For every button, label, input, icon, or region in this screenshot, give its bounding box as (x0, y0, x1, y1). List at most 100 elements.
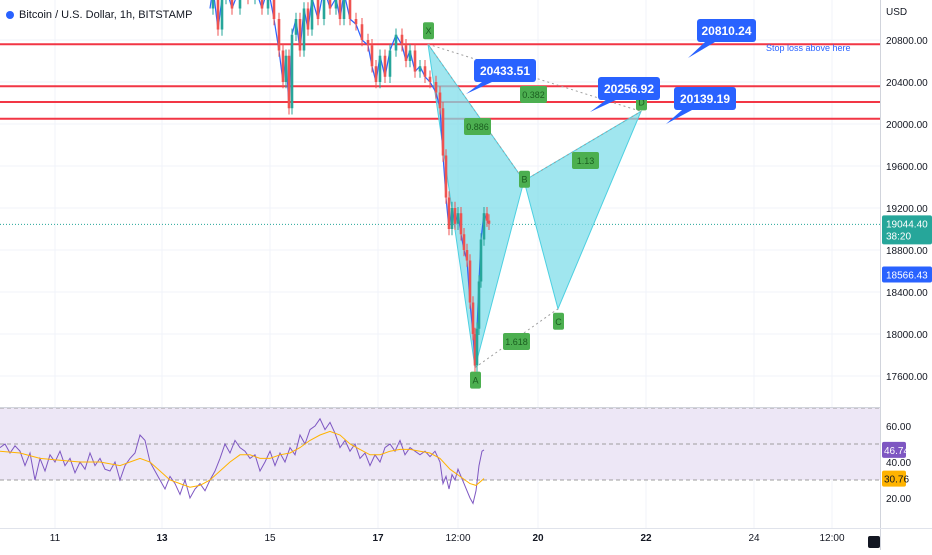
callout-tail (666, 110, 692, 124)
candle-body (450, 208, 454, 229)
candle-body (354, 19, 358, 25)
price-callouts: 20810.24 20433.51 20256.92 20139.19 Stop los… (466, 19, 851, 124)
candle-body (316, 0, 320, 19)
ratio-label: 0.886 (466, 122, 489, 132)
rsi-tick-label: 40.00 (886, 458, 911, 469)
time-axis: 11 13 15 17 12:00 20 22 24 12:00 (50, 533, 845, 544)
time-tick-label: 24 (748, 533, 760, 544)
ratio-box (572, 152, 599, 169)
time-tick-label: 11 (50, 533, 61, 544)
time-tick-label: 20 (532, 533, 544, 544)
candle-body (342, 0, 346, 19)
candle-body (334, 0, 338, 9)
candle-body (473, 334, 477, 366)
callout-label: 20256.92 (604, 82, 654, 96)
time-tick-label: 22 (640, 533, 652, 544)
candle-body (328, 0, 332, 9)
pattern-triangle-bcd (523, 110, 643, 311)
candle-body (388, 50, 392, 77)
candle-body (290, 34, 294, 109)
candle-body (400, 34, 404, 46)
time-tick-label: 12:00 (819, 533, 844, 544)
pattern-point-label: B (521, 175, 527, 185)
time-tick-label: 15 (264, 533, 276, 544)
currency-label: USD (886, 7, 907, 18)
callout-label: 20810.24 (701, 24, 751, 38)
candle-body (383, 55, 387, 77)
candle-body (306, 8, 310, 30)
price-tick-label: 19600.00 (886, 162, 928, 173)
price-tick-label: 18400.00 (886, 288, 928, 299)
candle-body (284, 55, 288, 82)
time-tick-label: 17 (372, 533, 384, 544)
pattern-point-label: D (638, 97, 645, 107)
price-tick-label: 19200.00 (886, 204, 928, 215)
candle-body (360, 24, 364, 40)
pattern-point-label: A (472, 376, 478, 386)
price-axis-border (880, 0, 881, 550)
candle-body (447, 197, 451, 229)
candle-body (374, 66, 378, 82)
candle-body (394, 34, 398, 51)
pattern-triangle-xab (427, 43, 525, 368)
tradingview-logo-icon[interactable] (868, 536, 880, 548)
price-axis: 17600.00 18000.00 18400.00 18800.00 19200.00… (882, 7, 932, 505)
candle-body (479, 239, 483, 282)
callout-label: 20433.51 (480, 64, 530, 78)
callout-box (674, 87, 736, 110)
candle-body (465, 250, 469, 261)
candle-body (459, 213, 463, 235)
ratio-box (520, 86, 547, 103)
current-price-label: 19044.40 (886, 219, 928, 230)
candle-body (404, 45, 408, 61)
rsi-ma-line (0, 430, 485, 488)
price-tick-label: 20800.00 (886, 36, 928, 47)
pattern-point-box (519, 170, 530, 188)
callout-box (474, 59, 536, 82)
candle-body (348, 0, 352, 19)
candle-body (456, 213, 460, 224)
price-tick-label: 20400.00 (886, 78, 928, 89)
rsi-pane (0, 407, 880, 505)
rsi-ma-tag (882, 470, 906, 487)
candle-body (260, 0, 264, 9)
rsi-tick-label: 20.00 (886, 494, 911, 505)
callout-tail (688, 42, 715, 58)
candle-body (220, 0, 224, 30)
ratio-box (464, 118, 491, 135)
symbol-dot-icon (6, 11, 14, 20)
candle-body (438, 92, 442, 109)
candle-body (211, 0, 215, 9)
ratio-box (503, 333, 530, 350)
candle-body (423, 66, 427, 77)
candle-body (294, 19, 298, 35)
chart-title-text: Bitcoin / U.S. Dollar, 1h, BITSTAMP (19, 9, 193, 21)
ratio-label: 1.618 (505, 337, 528, 347)
marker-price-label: 18566.43 (886, 271, 928, 282)
candle-body (277, 19, 281, 51)
rsi-value-label: 46.74 (884, 446, 909, 457)
candle-body (444, 155, 448, 198)
candle-body (238, 0, 242, 9)
candle-body (216, 0, 220, 30)
pattern-point-box (470, 371, 481, 389)
candle-body (370, 45, 374, 67)
candle-body (428, 76, 432, 82)
candle-body (471, 302, 475, 334)
candle-body (338, 0, 342, 19)
pattern-point-label: X (425, 26, 431, 36)
price-tick-label: 18000.00 (886, 330, 928, 341)
candle-body (408, 50, 412, 61)
time-tick-label: 13 (156, 533, 168, 544)
chart-title: Bitcoin / U.S. Dollar, 1h, BITSTAMP (6, 9, 192, 21)
rsi-pane-border (0, 407, 880, 408)
candle-body (230, 0, 234, 9)
candle-body (485, 213, 489, 221)
callout-tail (590, 100, 616, 112)
current-price-tag (882, 215, 932, 245)
stop-loss-note: Stop loss above here (766, 43, 851, 53)
price-tick-label: 20000.00 (886, 120, 928, 131)
candle-body (266, 0, 270, 9)
